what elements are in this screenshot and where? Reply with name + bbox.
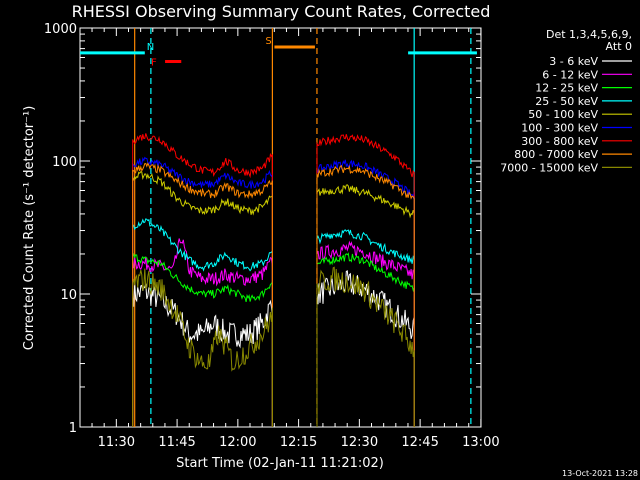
flag-label: S [265,36,271,47]
x-axis-label: Start Time (02-Jan-11 11:21:02) [176,456,384,471]
series-line-2 [132,252,273,427]
series-line-1 [132,238,273,427]
legend-entry-label: 800 - 7000 keV [514,148,598,161]
legend-entry-label: 25 - 50 keV [535,95,598,108]
x-tick-label: 13:00 [462,435,499,450]
legend-entry-label: 100 - 300 keV [521,122,598,135]
legend-entry-label: 6 - 12 keV [542,68,598,81]
y-tick-label: 1000 [44,22,77,37]
series-line-7 [316,164,415,427]
x-tick-label: 11:30 [98,435,135,450]
plot-frame [79,27,482,428]
y-tick-label: 10 [60,288,77,303]
series-line-0 [132,283,273,427]
series-line-7 [132,162,273,427]
legend-header: Det 1,3,4,5,6,9, [546,28,632,41]
legend-entry-label: 3 - 6 keV [549,55,598,68]
series-line-8 [316,266,415,427]
x-tick-label: 12:30 [341,435,378,450]
y-axis-label: Corrected Count Rate (s⁻¹ detector⁻¹) [22,106,37,351]
x-tick-label: 12:00 [219,435,256,450]
series-line-5 [316,159,415,427]
series-line-2 [316,252,415,427]
series-line-8 [132,268,273,427]
y-tick-label: 100 [52,155,77,170]
y-axis: 1 10 100 1000 [44,22,481,436]
series-lines [132,133,415,427]
series-line-6 [132,133,273,427]
legend-entry-label: 7000 - 15000 keV [500,161,598,174]
x-tick-label: 12:15 [280,435,317,450]
legend-entry-label: 12 - 25 keV [535,82,598,95]
flag-label: F [151,57,157,68]
x-tick-label: 12:45 [401,435,438,450]
flag-label: N [147,42,154,53]
series-line-4 [316,184,415,427]
series-line-0 [316,270,415,427]
legend-entry-label: 50 - 100 keV [528,108,598,121]
series-line-5 [132,156,273,427]
y-tick-label: 1 [69,421,77,436]
series-line-3 [132,218,273,427]
series-line-3 [316,229,415,427]
x-tick-label: 11:45 [158,435,195,450]
series-line-1 [316,240,415,427]
event-lines [134,28,472,427]
footer-timestamp: 13-Oct-2021 13:28 [562,469,638,478]
series-line-6 [316,134,415,427]
chart-title: RHESSI Observing Summary Count Rates, Co… [72,2,491,21]
legend-entry-label: 300 - 800 keV [521,135,598,148]
flag-bars: NF S [80,36,477,68]
x-axis: 11:30 11:45 12:00 12:15 12:30 12:45 13:00 [91,28,500,450]
legend-header: Att 0 [606,40,632,53]
series-line-4 [132,171,273,427]
